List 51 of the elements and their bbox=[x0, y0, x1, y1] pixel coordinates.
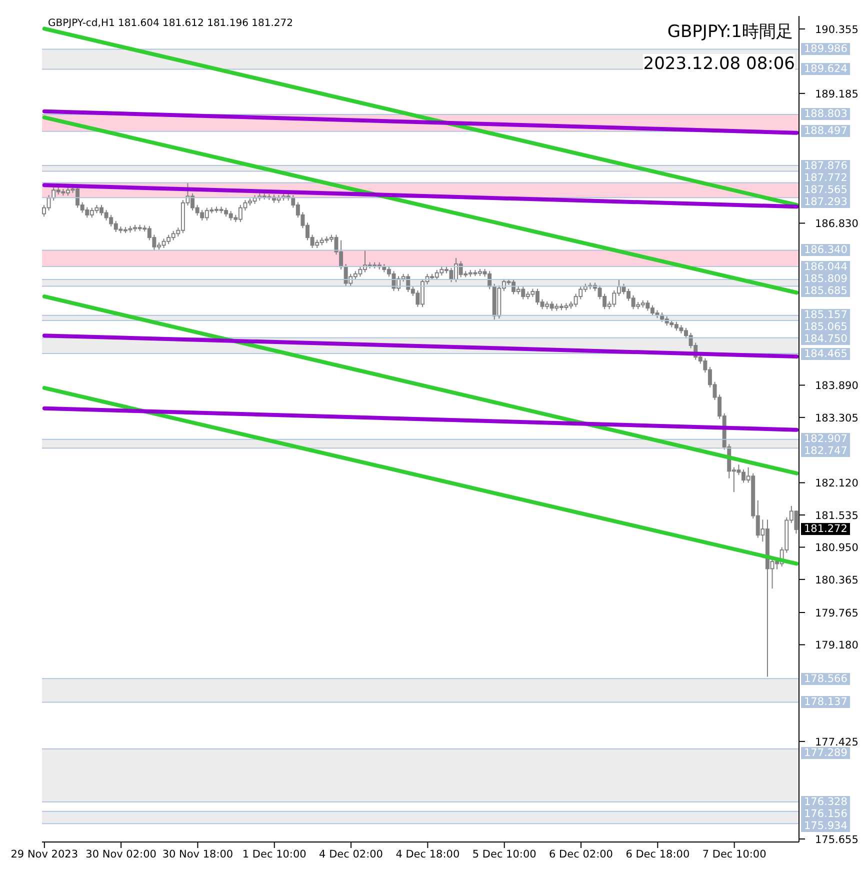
ref-line-label: 185.157 bbox=[801, 309, 850, 322]
ref-line-label: 184.750 bbox=[801, 333, 850, 346]
x-tick-label: 5 Dec 10:00 bbox=[472, 848, 536, 860]
x-tick-label: 1 Dec 10:00 bbox=[242, 848, 306, 860]
ref-line-label: 176.328 bbox=[801, 796, 850, 808]
x-tick-label: 6 Dec 02:00 bbox=[549, 848, 613, 860]
y-tick-label: 177.425 bbox=[815, 736, 858, 748]
y-tick-label: 183.305 bbox=[815, 412, 858, 424]
ref-line-label: 175.934 bbox=[801, 820, 850, 832]
x-tick-label: 4 Dec 02:00 bbox=[319, 848, 383, 860]
ref-line-label: 182.907 bbox=[801, 433, 850, 446]
y-tick-label: 175.655 bbox=[815, 834, 858, 846]
y-tick-label: 183.890 bbox=[815, 380, 858, 392]
x-tick-label: 30 Nov 18:00 bbox=[162, 848, 234, 860]
y-tick-label: 181.535 bbox=[815, 510, 858, 522]
x-tick-label: 30 Nov 02:00 bbox=[86, 848, 156, 860]
ref-line-label: 187.565 bbox=[801, 184, 850, 196]
ref-line-label: 187.876 bbox=[801, 160, 850, 172]
ref-line-label: 177.289 bbox=[801, 747, 850, 760]
ref-line-label: 186.044 bbox=[801, 260, 850, 272]
ref-line-label: 178.137 bbox=[801, 696, 850, 708]
annotation: GBPJPY-cd,H1 181.604 181.612 181.196 181.272 bbox=[48, 18, 293, 29]
ref-line-label: 178.566 bbox=[801, 672, 850, 685]
ref-line-label: 185.809 bbox=[801, 273, 850, 286]
y-tick-label: 186.830 bbox=[815, 218, 858, 230]
x-tick-label: 7 Dec 10:00 bbox=[702, 848, 766, 860]
ref-line-label: 182.747 bbox=[801, 445, 850, 458]
ref-line-label: 188.803 bbox=[801, 108, 850, 120]
ref-line-label: 188.497 bbox=[801, 125, 850, 138]
text: 2023.12.08 08:06 bbox=[643, 54, 795, 74]
ref-line-label: 184.465 bbox=[801, 348, 850, 360]
ref-line-label: 186.340 bbox=[801, 244, 850, 256]
y-tick-label: 179.180 bbox=[815, 640, 858, 652]
ref-line-label: 189.986 bbox=[801, 43, 850, 56]
ref-line-label: 189.624 bbox=[801, 63, 850, 76]
ref-line-label: 185.685 bbox=[801, 285, 850, 298]
text: 181.272 bbox=[801, 523, 850, 536]
ref-line-label: 187.772 bbox=[801, 172, 850, 184]
y-tick-label: 179.765 bbox=[815, 607, 858, 620]
y-tick-label: 190.355 bbox=[815, 24, 858, 36]
y-tick-label: 182.120 bbox=[815, 478, 858, 490]
x-tick-label: 6 Dec 18:00 bbox=[626, 848, 690, 860]
ref-line-label: 187.293 bbox=[801, 196, 850, 208]
ref-line-label: 185.065 bbox=[801, 321, 850, 334]
x-tick-label: 4 Dec 18:00 bbox=[396, 848, 460, 860]
ref-line-label: 176.156 bbox=[801, 808, 850, 820]
y-tick-label: 189.185 bbox=[815, 88, 858, 100]
chart-title: GBPJPY:1時間足 bbox=[667, 21, 793, 43]
y-tick-label: 180.365 bbox=[815, 574, 858, 586]
x-tick-label: 29 Nov 2023 bbox=[10, 848, 78, 860]
y-tick-label: 180.950 bbox=[815, 542, 858, 554]
